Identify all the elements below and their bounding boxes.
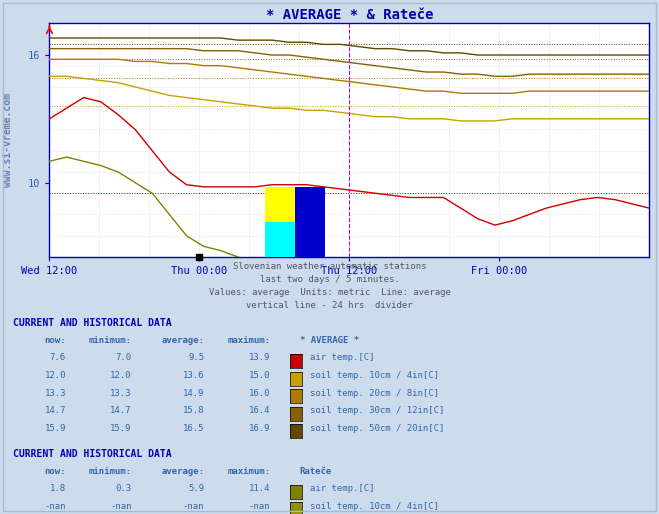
Text: Slovenian weather automatic stations: Slovenian weather automatic stations xyxy=(233,262,426,271)
Text: minimum:: minimum: xyxy=(89,336,132,345)
Text: soil temp. 20cm / 8in[C]: soil temp. 20cm / 8in[C] xyxy=(310,389,439,398)
Text: -nan: -nan xyxy=(44,502,66,511)
Text: now:: now: xyxy=(44,467,66,476)
Text: www.si-vreme.com: www.si-vreme.com xyxy=(3,93,13,187)
Text: last two days / 5 minutes.: last two days / 5 minutes. xyxy=(260,275,399,284)
Text: soil temp. 50cm / 20in[C]: soil temp. 50cm / 20in[C] xyxy=(310,424,444,433)
Text: 16.5: 16.5 xyxy=(183,424,204,433)
Text: Values: average  Units: metric  Line: average: Values: average Units: metric Line: aver… xyxy=(208,288,451,297)
Text: 14.7: 14.7 xyxy=(44,406,66,415)
Text: 13.6: 13.6 xyxy=(183,371,204,380)
Text: 14.7: 14.7 xyxy=(110,406,132,415)
Text: CURRENT AND HISTORICAL DATA: CURRENT AND HISTORICAL DATA xyxy=(13,449,172,459)
Text: minimum:: minimum: xyxy=(89,467,132,476)
Text: Rateče: Rateče xyxy=(300,467,332,476)
Text: 9.5: 9.5 xyxy=(188,354,204,362)
Text: 13.3: 13.3 xyxy=(110,389,132,398)
Text: maximum:: maximum: xyxy=(227,467,270,476)
Text: air temp.[C]: air temp.[C] xyxy=(310,484,374,493)
Text: 15.9: 15.9 xyxy=(44,424,66,433)
Text: 13.3: 13.3 xyxy=(44,389,66,398)
Text: * AVERAGE *: * AVERAGE * xyxy=(300,336,359,345)
Text: average:: average: xyxy=(161,336,204,345)
Title: * AVERAGE * & Rateče: * AVERAGE * & Rateče xyxy=(266,8,433,22)
Text: CURRENT AND HISTORICAL DATA: CURRENT AND HISTORICAL DATA xyxy=(13,318,172,328)
Text: soil temp. 30cm / 12in[C]: soil temp. 30cm / 12in[C] xyxy=(310,406,444,415)
Text: 15.9: 15.9 xyxy=(110,424,132,433)
Text: 7.6: 7.6 xyxy=(50,354,66,362)
Text: air temp.[C]: air temp.[C] xyxy=(310,354,374,362)
Text: 11.4: 11.4 xyxy=(248,484,270,493)
Text: average:: average: xyxy=(161,467,204,476)
Text: 7.0: 7.0 xyxy=(116,354,132,362)
Text: now:: now: xyxy=(44,336,66,345)
Text: soil temp. 10cm / 4in[C]: soil temp. 10cm / 4in[C] xyxy=(310,371,439,380)
Text: soil temp. 10cm / 4in[C]: soil temp. 10cm / 4in[C] xyxy=(310,502,439,511)
Text: 13.9: 13.9 xyxy=(248,354,270,362)
Text: -nan: -nan xyxy=(110,502,132,511)
Text: 15.0: 15.0 xyxy=(248,371,270,380)
Text: 12.0: 12.0 xyxy=(110,371,132,380)
Text: 16.9: 16.9 xyxy=(248,424,270,433)
Text: 16.0: 16.0 xyxy=(248,389,270,398)
Text: 14.9: 14.9 xyxy=(183,389,204,398)
Text: 5.9: 5.9 xyxy=(188,484,204,493)
Text: -nan: -nan xyxy=(183,502,204,511)
Text: -nan: -nan xyxy=(248,502,270,511)
Text: 15.8: 15.8 xyxy=(183,406,204,415)
Text: vertical line - 24 hrs  divider: vertical line - 24 hrs divider xyxy=(246,301,413,310)
Text: 12.0: 12.0 xyxy=(44,371,66,380)
Text: 1.8: 1.8 xyxy=(50,484,66,493)
Text: 0.3: 0.3 xyxy=(116,484,132,493)
Text: maximum:: maximum: xyxy=(227,336,270,345)
Text: 16.4: 16.4 xyxy=(248,406,270,415)
